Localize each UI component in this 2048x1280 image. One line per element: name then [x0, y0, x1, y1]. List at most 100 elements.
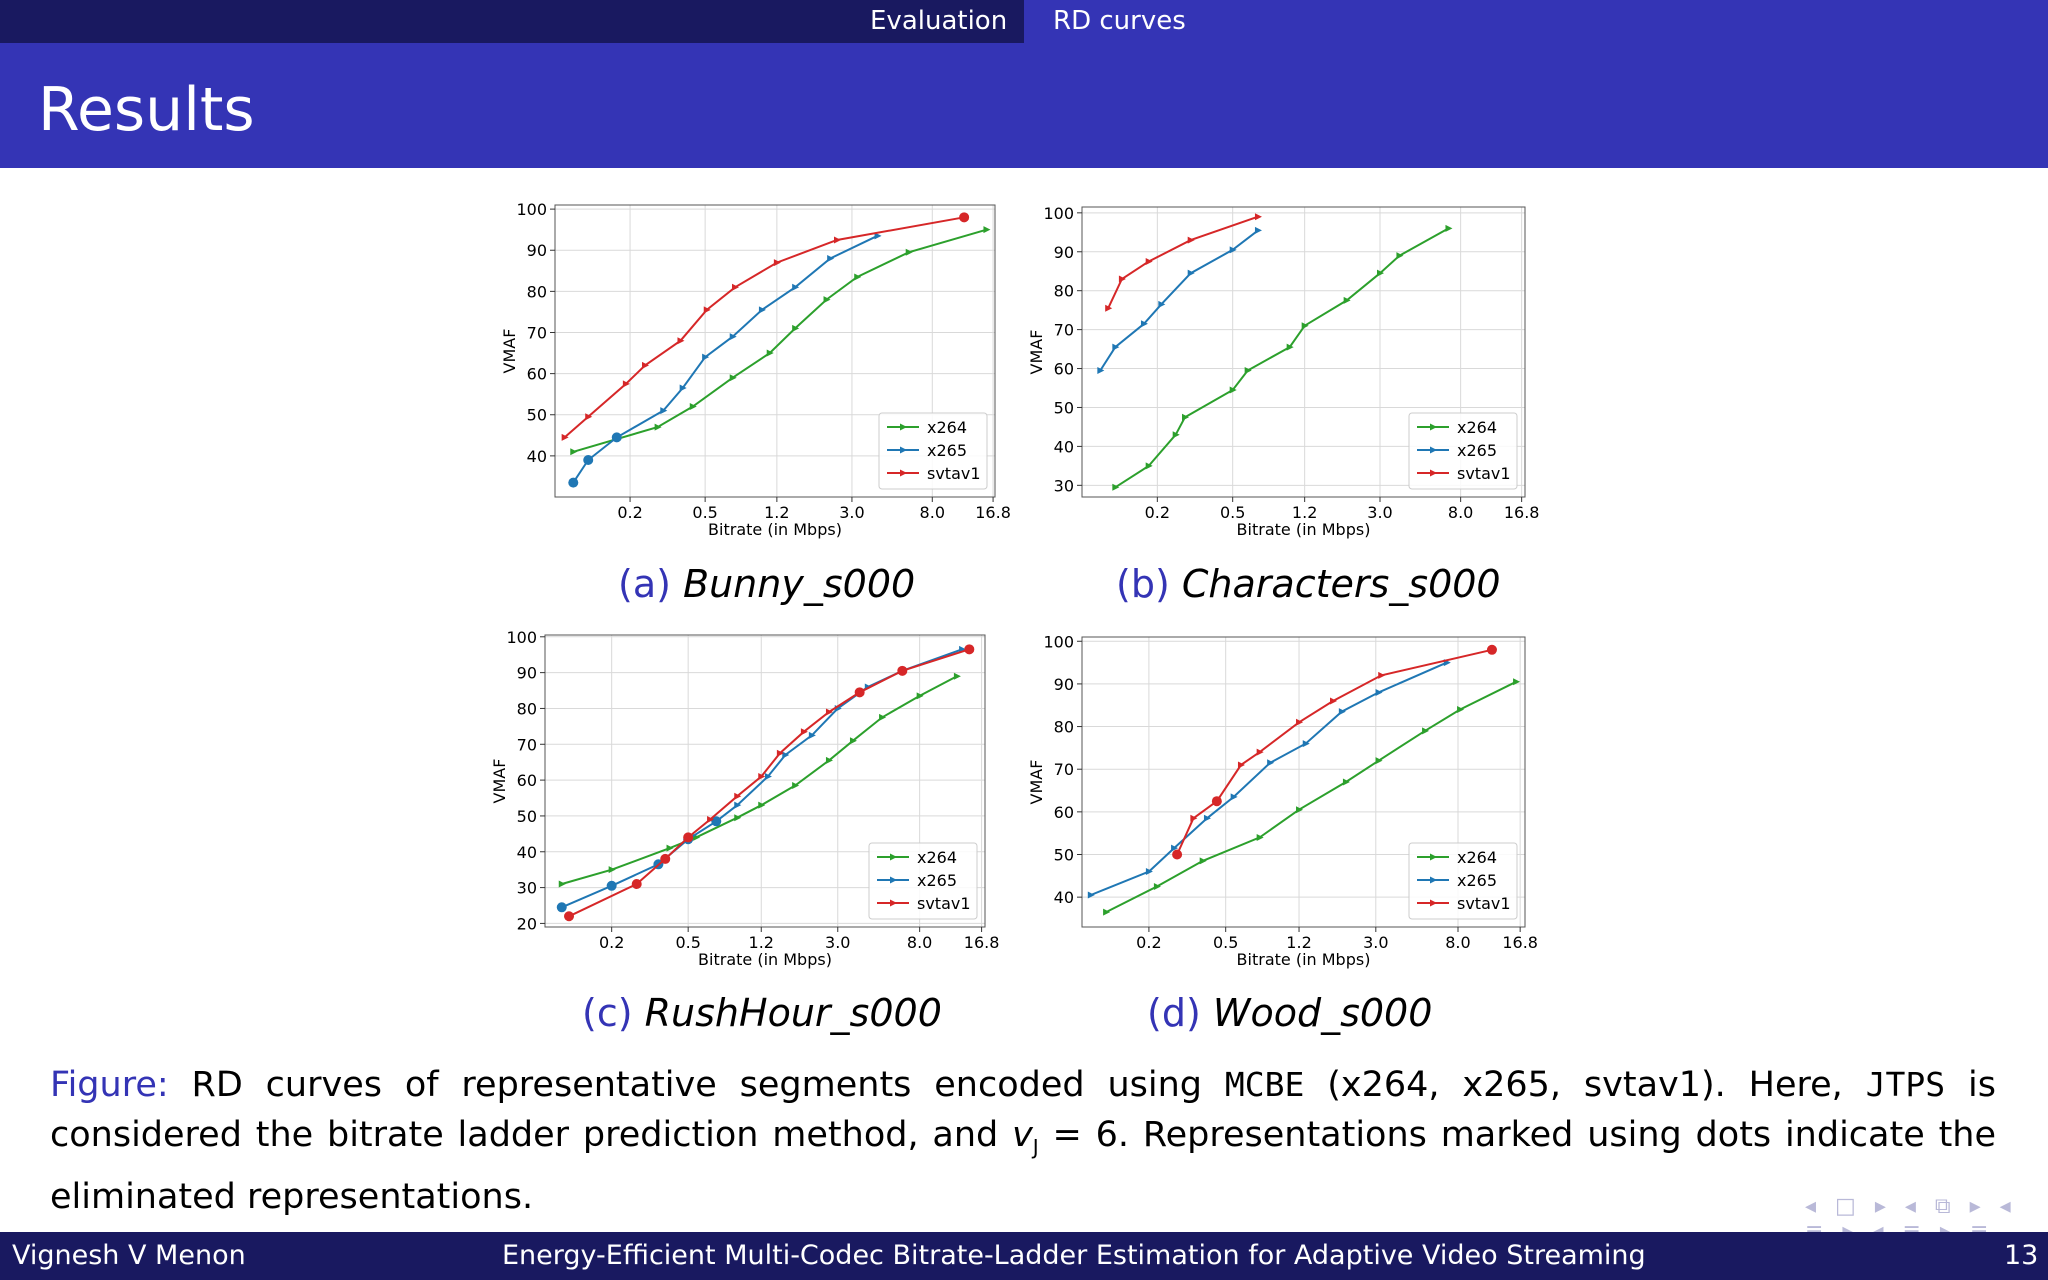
wood-legend-label-x265: x265: [1457, 871, 1497, 890]
characters-svtav1-point: [1105, 304, 1113, 312]
wood-x264-point: [1375, 757, 1383, 765]
bunny-y-tick-label: 50: [527, 406, 547, 425]
top-navigation-bar: Evaluation RD curves: [0, 0, 2048, 43]
rushhour-svtav1-point: [758, 773, 766, 781]
bunny-legend-label-svtav1: svtav1: [927, 464, 981, 483]
rushhour-x264-point: [849, 737, 857, 745]
wood-svtav1-point: [1296, 718, 1304, 726]
bunny-x-tick-label: 3.0: [839, 503, 864, 522]
characters-legend-label-x265: x265: [1457, 441, 1497, 460]
rushhour-x265-eliminated-point: [606, 880, 617, 891]
rushhour-y-tick-label: 60: [517, 771, 537, 790]
bunny-x264-line: [573, 228, 987, 453]
characters-legend-marker-svtav1: [1430, 469, 1437, 477]
rushhour-y-tick-label: 50: [517, 807, 537, 826]
rushhour-svtav1-eliminated-point: [564, 911, 575, 922]
rushhour-y-axis-label: VMAF: [490, 759, 509, 804]
wood-y-axis-label: VMAF: [1027, 760, 1046, 805]
rushhour-x265-eliminated-point: [711, 816, 722, 827]
bunny-x-tick-label: 1.2: [764, 503, 789, 522]
bunny-svtav1-point: [622, 380, 630, 388]
bunny-y-tick-label: 100: [516, 200, 547, 219]
rushhour-plot-frame: [544, 634, 986, 928]
nav-section-evaluation[interactable]: Evaluation: [870, 6, 1008, 36]
wood-x-tick-label: 0.2: [1136, 933, 1161, 952]
rushhour-legend-marker-svtav1: [890, 899, 897, 907]
figure-caption-v-symbol: v: [1012, 1115, 1033, 1155]
bunny-x-tick-label: 16.8: [975, 503, 1011, 522]
bunny-svtav1-point: [833, 236, 841, 244]
wood-svtav1-eliminated-point: [1486, 644, 1497, 655]
characters-x265-point: [1254, 226, 1262, 234]
characters-x264-point: [1244, 366, 1252, 374]
characters-x264-point: [1445, 224, 1453, 232]
characters-x-tick-label: 8.0: [1448, 503, 1473, 522]
wood-x264-line: [1105, 680, 1517, 913]
wood-x265-point: [1203, 814, 1211, 822]
rushhour-svtav1-eliminated-point: [631, 879, 642, 890]
caption-wood: (d) Wood_s000: [1147, 991, 1432, 1035]
bunny-x265-point: [660, 407, 668, 415]
rushhour-x-tick-label: 8.0: [907, 933, 932, 952]
characters-x-axis-label: Bitrate (in Mbps): [1237, 520, 1371, 539]
bunny-x265-eliminated-point: [611, 432, 622, 443]
rushhour-x264-point: [734, 814, 742, 822]
caption-rushhour-label: (c): [582, 991, 633, 1035]
bunny-svtav1-point: [561, 433, 569, 441]
bunny-x-tick-label: 0.5: [692, 503, 717, 522]
nav-subsection-rd-curves[interactable]: RD curves: [1053, 6, 1186, 36]
wood-x264-point: [1422, 727, 1430, 735]
bunny-y-axis-label: VMAF: [500, 329, 519, 374]
bunny-x265-point: [827, 254, 835, 262]
bunny-x264-point: [766, 349, 774, 357]
bunny-svtav1-eliminated-point: [959, 212, 970, 223]
bunny-x265-point: [874, 232, 882, 240]
rushhour-x264-point: [608, 866, 616, 874]
bunny-x265-point: [702, 353, 710, 361]
rushhour-legend-label-svtav1: svtav1: [917, 894, 971, 913]
beamer-navigation-symbols[interactable]: ◂ □ ▸ ◂ ⧉ ▸ ◂ ≡ ▸ ◂ ≡ ▸ ≡ ↺ ◌ ◌: [1805, 1194, 2017, 1269]
characters-x265-point: [1112, 343, 1120, 351]
wood-legend-box: [1408, 842, 1518, 920]
characters-x264-point: [1286, 343, 1294, 351]
footer-author: Vignesh V Menon: [12, 1240, 246, 1271]
rushhour-x264-point: [792, 781, 800, 789]
wood-x265-point: [1230, 793, 1238, 801]
characters-x264-point: [1301, 322, 1309, 330]
rushhour-x264-line: [561, 675, 958, 885]
wood-x265-point: [1267, 759, 1275, 767]
bunny-y-tick-label: 70: [527, 323, 547, 342]
rushhour-x265-point: [782, 751, 790, 759]
wood-x264-point: [1103, 908, 1111, 916]
figure-caption-mcbe: MCBE: [1224, 1065, 1305, 1104]
characters-svtav1-point: [1187, 236, 1195, 244]
bunny-legend-marker-x265: [900, 446, 907, 454]
characters-x265-point: [1158, 300, 1166, 308]
rushhour-svtav1-eliminated-point: [854, 687, 865, 698]
rushhour-legend-marker-x265: [890, 876, 897, 884]
rushhour-x-tick-label: 3.0: [825, 933, 850, 952]
rushhour-x264-point: [879, 713, 887, 721]
characters-x-tick-label: 16.8: [1504, 503, 1540, 522]
bunny-x264-point: [905, 248, 913, 256]
characters-x-tick-label: 1.2: [1292, 503, 1317, 522]
wood-x264-point: [1342, 778, 1350, 786]
bunny-legend-label-x264: x264: [927, 418, 967, 437]
wood-svtav1-eliminated-point: [1211, 796, 1222, 807]
characters-x264-point: [1172, 431, 1180, 439]
rushhour-x-tick-label: 1.2: [749, 933, 774, 952]
figure-caption-v-subscript: J: [1032, 1135, 1039, 1159]
wood-x264-point: [1199, 857, 1207, 865]
rushhour-legend-label-x265: x265: [917, 871, 957, 890]
bunny-plot-frame: [554, 204, 996, 498]
wood-svtav1-point: [1190, 814, 1198, 822]
rushhour-x-tick-label: 0.2: [599, 933, 624, 952]
rushhour-y-tick-label: 100: [506, 628, 537, 647]
figure-caption-jtps: JTPS: [1865, 1065, 1946, 1104]
characters-x265-point: [1229, 246, 1237, 254]
rushhour-x-axis-label: Bitrate (in Mbps): [698, 950, 832, 969]
rushhour-y-tick-label: 20: [517, 914, 537, 933]
rushhour-y-tick-label: 90: [517, 664, 537, 683]
figure-caption-label: Figure:: [50, 1065, 169, 1105]
bunny-svtav1-line: [563, 216, 965, 439]
